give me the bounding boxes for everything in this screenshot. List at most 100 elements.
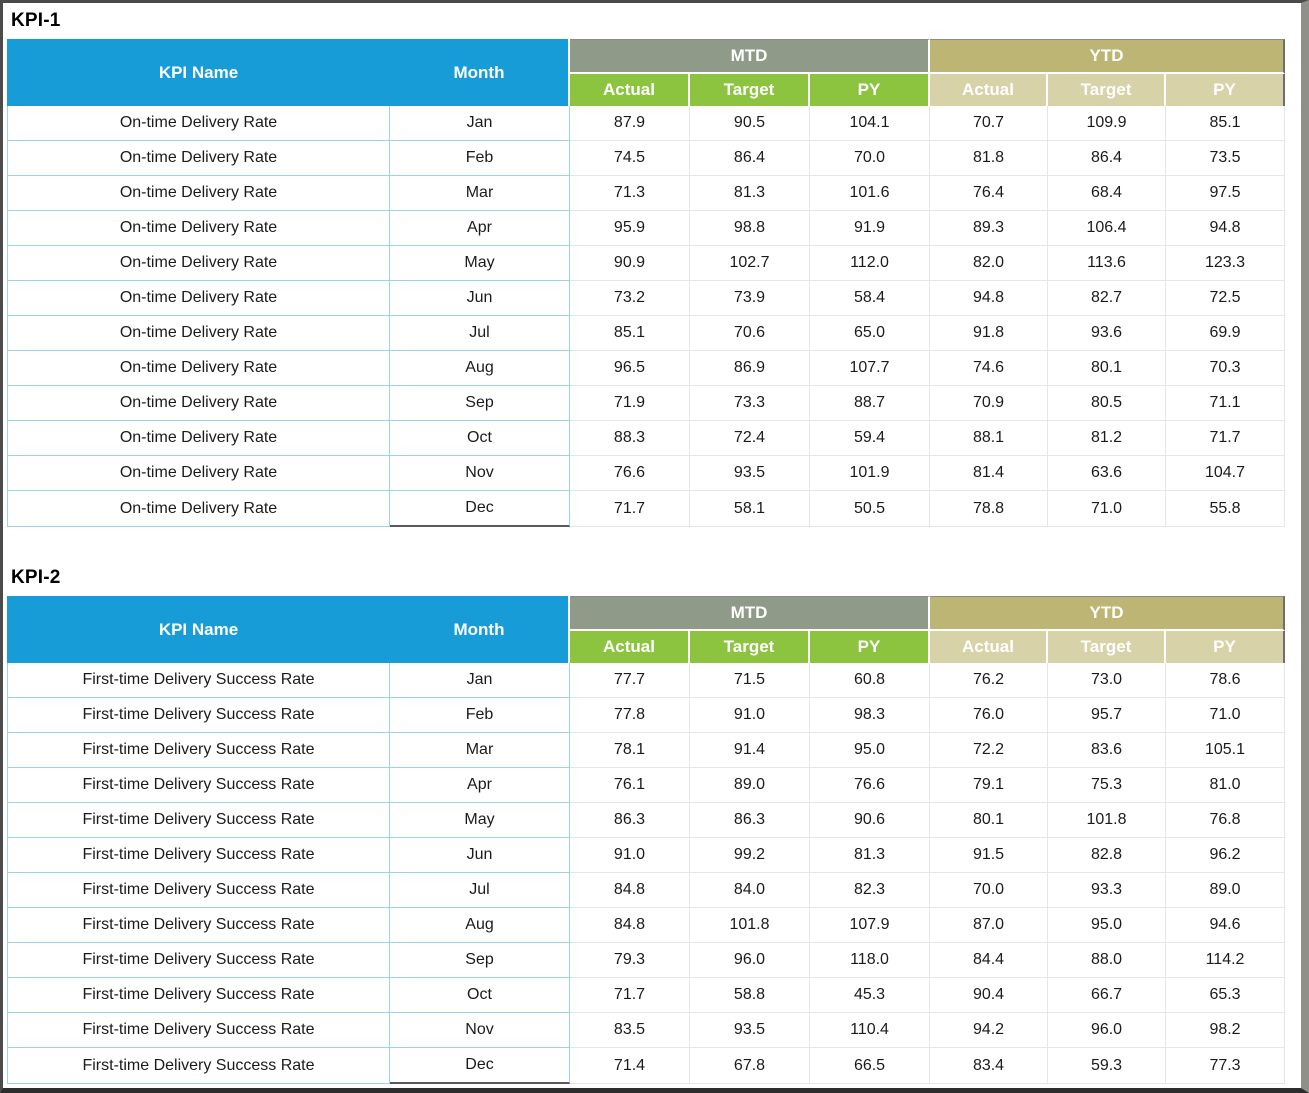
month-cell: May — [390, 246, 570, 281]
kpi-name-cell: First-time Delivery Success Rate — [7, 978, 390, 1013]
value-cell: 86.9 — [690, 351, 810, 386]
value-cell: 98.3 — [810, 698, 931, 733]
value-cell: 86.4 — [690, 141, 810, 176]
value-cell: 106.4 — [1048, 211, 1167, 246]
mtd-py-header: PY — [810, 74, 931, 106]
value-cell: 70.3 — [1166, 351, 1286, 386]
table-body: First-time Delivery Success Rate Jan 77.7 7… — [7, 663, 1286, 1084]
mtd-target-header: Target — [690, 631, 810, 663]
kpi-name-cell: On-time Delivery Rate — [7, 351, 390, 386]
value-cell: 98.8 — [690, 211, 810, 246]
value-cell: 70.0 — [930, 873, 1049, 908]
value-cell: 90.4 — [930, 978, 1049, 1013]
table-header: KPI Name Month MTD YTD Actual Target PY … — [7, 596, 1286, 663]
value-cell: 71.0 — [1048, 491, 1167, 527]
value-cell: 96.5 — [570, 351, 690, 386]
table-row: On-time Delivery Rate Mar 71.3 81.3 101.6 76.… — [7, 176, 1286, 211]
value-cell: 71.7 — [570, 491, 690, 527]
ytd-actual-header: Actual — [930, 631, 1049, 663]
section-title: KPI-2 — [11, 567, 61, 588]
value-cell: 72.5 — [1166, 281, 1286, 316]
value-cell: 78.6 — [1166, 663, 1286, 698]
ytd-target-header: Target — [1048, 631, 1167, 663]
table-row: First-time Delivery Success Rate Sep 79.3 9… — [7, 943, 1286, 978]
value-cell: 73.5 — [1166, 141, 1286, 176]
kpi-name-cell: On-time Delivery Rate — [7, 141, 390, 176]
value-cell: 74.5 — [570, 141, 690, 176]
value-cell: 101.9 — [810, 456, 931, 491]
table-header: KPI Name Month MTD YTD Actual Target PY … — [7, 39, 1286, 106]
value-cell: 83.4 — [930, 1048, 1049, 1084]
table-row: On-time Delivery Rate Sep 71.9 73.3 88.7 70.9… — [7, 386, 1286, 421]
value-cell: 88.7 — [810, 386, 931, 421]
value-cell: 71.5 — [690, 663, 810, 698]
month-cell: Nov — [390, 1013, 570, 1048]
value-cell: 66.7 — [1048, 978, 1167, 1013]
value-cell: 81.8 — [930, 141, 1049, 176]
table-row: First-time Delivery Success Rate Jun 91.0 9… — [7, 838, 1286, 873]
table-row: First-time Delivery Success Rate Oct 71.7 5… — [7, 978, 1286, 1013]
value-cell: 69.9 — [1166, 316, 1286, 351]
table-row: First-time Delivery Success Rate Feb 77.8 9… — [7, 698, 1286, 733]
month-cell: Jul — [390, 873, 570, 908]
kpi-name-cell: First-time Delivery Success Rate — [7, 733, 390, 768]
value-cell: 84.4 — [930, 943, 1049, 978]
table-body: On-time Delivery Rate Jan 87.9 90.5 104.1 70.… — [7, 106, 1286, 527]
kpi-name-cell: On-time Delivery Rate — [7, 386, 390, 421]
value-cell: 76.6 — [570, 456, 690, 491]
value-cell: 87.9 — [570, 106, 690, 141]
ytd-py-header: PY — [1166, 631, 1286, 663]
value-cell: 91.0 — [690, 698, 810, 733]
month-cell: Nov — [390, 456, 570, 491]
value-cell: 94.8 — [1166, 211, 1286, 246]
kpi-section-2: KPI-2 KPI Name Month MTD YTD Actual Targ… — [3, 527, 1301, 1084]
value-cell: 96.2 — [1166, 838, 1286, 873]
ytd-actual-header: Actual — [930, 74, 1049, 106]
kpi-name-cell: First-time Delivery Success Rate — [7, 873, 390, 908]
kpi-name-cell: On-time Delivery Rate — [7, 421, 390, 456]
kpi-table-1: KPI Name Month MTD YTD Actual Target PY … — [7, 39, 1286, 527]
value-cell: 55.8 — [1166, 491, 1286, 527]
value-cell: 90.6 — [810, 803, 931, 838]
value-cell: 58.8 — [690, 978, 810, 1013]
value-cell: 90.9 — [570, 246, 690, 281]
value-cell: 91.5 — [930, 838, 1049, 873]
value-cell: 101.8 — [1048, 803, 1167, 838]
value-cell: 71.9 — [570, 386, 690, 421]
value-cell: 87.0 — [930, 908, 1049, 943]
value-cell: 70.0 — [810, 141, 931, 176]
month-cell: Oct — [390, 978, 570, 1013]
month-cell: Jul — [390, 316, 570, 351]
month-cell: Feb — [390, 698, 570, 733]
month-cell: Dec — [390, 1048, 570, 1084]
month-cell: May — [390, 803, 570, 838]
value-cell: 82.3 — [810, 873, 931, 908]
mtd-actual-header: Actual — [570, 74, 690, 106]
kpi-name-cell: On-time Delivery Rate — [7, 456, 390, 491]
value-cell: 82.8 — [1048, 838, 1167, 873]
value-cell: 80.1 — [1048, 351, 1167, 386]
table-row: On-time Delivery Rate May 90.9 102.7 112.0 82… — [7, 246, 1286, 281]
value-cell: 102.7 — [690, 246, 810, 281]
value-cell: 84.0 — [690, 873, 810, 908]
kpi-name-cell: First-time Delivery Success Rate — [7, 803, 390, 838]
value-cell: 76.8 — [1166, 803, 1286, 838]
value-cell: 81.3 — [810, 838, 931, 873]
month-cell: Jun — [390, 838, 570, 873]
value-cell: 73.9 — [690, 281, 810, 316]
kpi-name-cell: First-time Delivery Success Rate — [7, 943, 390, 978]
value-cell: 91.0 — [570, 838, 690, 873]
mtd-target-header: Target — [690, 74, 810, 106]
value-cell: 81.2 — [1048, 421, 1167, 456]
value-cell: 70.7 — [930, 106, 1049, 141]
value-cell: 71.7 — [570, 978, 690, 1013]
value-cell: 85.1 — [1166, 106, 1286, 141]
value-cell: 79.3 — [570, 943, 690, 978]
ytd-group-header: YTD — [930, 39, 1286, 74]
value-cell: 78.1 — [570, 733, 690, 768]
table-row: First-time Delivery Success Rate Mar 78.1 9… — [7, 733, 1286, 768]
value-cell: 74.6 — [930, 351, 1049, 386]
value-cell: 59.4 — [810, 421, 931, 456]
value-cell: 71.0 — [1166, 698, 1286, 733]
value-cell: 97.5 — [1166, 176, 1286, 211]
